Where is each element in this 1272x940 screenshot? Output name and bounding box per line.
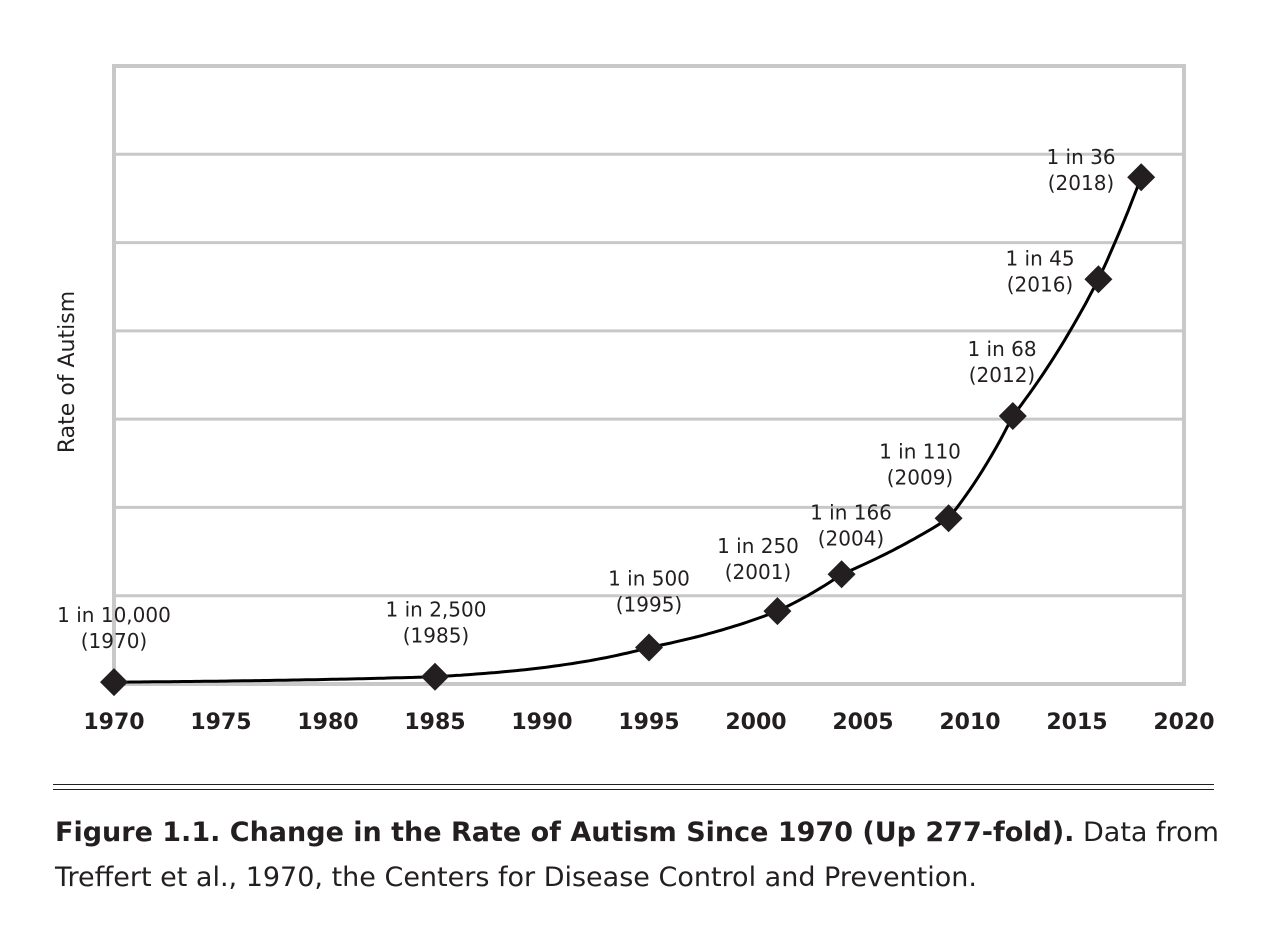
data-labels: 1 in 10,000(1970) 1 in 2,500(1985) 1 in 50…	[57, 145, 1115, 653]
data-label-year: (1995)	[616, 593, 683, 617]
data-label-rate: 1 in 250	[717, 534, 799, 558]
data-label-year: (1970)	[81, 629, 148, 653]
figure-caption: Figure 1.1. Change in the Rate of Autism…	[55, 810, 1220, 900]
x-tick-label: 2000	[725, 710, 786, 735]
data-point-marker	[763, 597, 792, 626]
data-label-rate: 1 in 36	[1046, 145, 1115, 169]
data-label-rate: 1 in 45	[1005, 246, 1074, 270]
caption-title: Figure 1.1. Change in the Rate of Autism…	[55, 817, 1075, 848]
x-tick-label: 1995	[618, 710, 679, 735]
data-point-marker	[998, 402, 1027, 431]
data-point-marker	[421, 662, 449, 691]
x-tick-label: 2020	[1153, 710, 1214, 735]
data-label-rate: 1 in 68	[967, 337, 1036, 361]
data-label-rate: 1 in 500	[608, 567, 690, 591]
x-tick-label: 1975	[190, 710, 251, 735]
data-point-marker	[827, 560, 856, 589]
data-point-marker	[1084, 265, 1113, 294]
data-label-year: (2004)	[818, 526, 885, 550]
x-tick-label: 2010	[939, 710, 1000, 735]
x-tick-label: 2015	[1046, 710, 1107, 735]
plot-frame	[112, 64, 1186, 686]
data-label-year: (2009)	[887, 465, 954, 489]
data-label-year: (2012)	[969, 363, 1036, 387]
data-label-rate: 1 in 110	[879, 439, 961, 463]
caption-rule-bottom	[53, 789, 1214, 790]
data-label-rate: 1 in 166	[810, 500, 892, 524]
grid-lines	[114, 152, 1184, 598]
trend-curve	[113, 175, 1146, 684]
data-label-rate: 1 in 2,500	[386, 598, 487, 622]
data-label-rate: 1 in 10,000	[57, 603, 171, 627]
data-label-year: (2016)	[1007, 272, 1074, 296]
x-axis-ticks: 1970 1975 1980 1985 1990 1995 2000 2005 2010 2015…	[83, 710, 1214, 735]
data-point-marker	[100, 668, 128, 697]
data-point-marker	[934, 504, 963, 533]
data-label-year: (2018)	[1048, 171, 1115, 195]
data-label-year: (1985)	[403, 624, 470, 648]
data-point-marker	[635, 633, 663, 662]
x-tick-label: 1990	[511, 710, 572, 735]
caption-rule-top	[53, 784, 1214, 785]
data-point-marker	[1127, 163, 1156, 192]
x-tick-label: 1985	[404, 710, 465, 735]
y-axis-label: Rate of Autism	[55, 291, 80, 453]
x-tick-label: 1970	[83, 710, 144, 735]
caption-text: Data from Treffert et al., 1970, the Cen…	[55, 817, 1219, 893]
x-tick-label: 1980	[297, 710, 358, 735]
x-tick-label: 2005	[832, 710, 893, 735]
data-markers	[100, 163, 1156, 697]
data-label-year: (2001)	[725, 560, 792, 584]
